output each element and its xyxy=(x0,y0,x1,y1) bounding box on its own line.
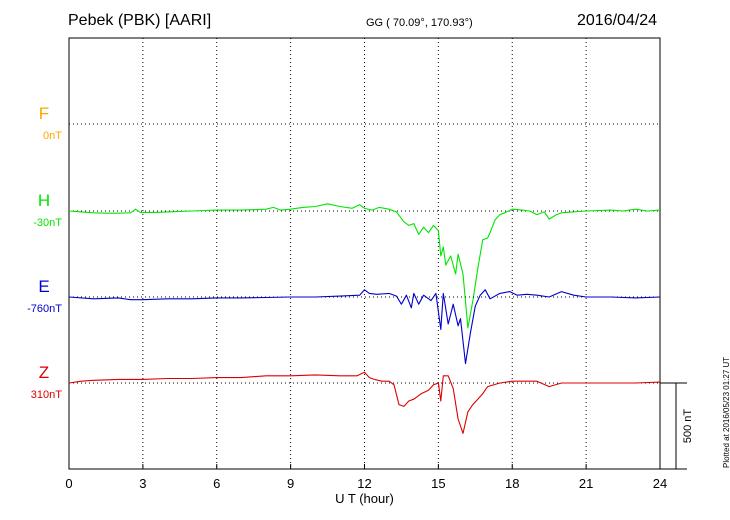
x-tick-label: 3 xyxy=(139,476,146,491)
trace-z xyxy=(68,371,661,434)
x-tick-label: 0 xyxy=(65,476,72,491)
baseline-value-e: -760nT xyxy=(27,303,62,315)
x-tick-label: 12 xyxy=(357,476,371,491)
x-tick-label: 24 xyxy=(653,476,667,491)
trace-h xyxy=(68,203,661,329)
channel-label-e: E xyxy=(38,277,49,296)
scale-bar-label: 500 nT xyxy=(682,409,694,444)
station-title: Pebek (PBK) [AARI] xyxy=(68,12,212,29)
plotted-timestamp: Plotted at 2016/05/23 01:27 UT xyxy=(722,356,730,468)
channel-label-f: F xyxy=(39,104,49,123)
baseline-value-h: -30nT xyxy=(33,217,62,229)
x-tick-label: 6 xyxy=(213,476,220,491)
x-tick-label: 9 xyxy=(287,476,294,491)
baseline-value-z: 310nT xyxy=(31,389,62,401)
trace-e xyxy=(68,289,661,365)
x-tick-label: 21 xyxy=(579,476,593,491)
x-tick-label: 18 xyxy=(505,476,519,491)
channel-label-h: H xyxy=(38,191,50,210)
baseline-value-f: 0nT xyxy=(43,130,62,142)
date-label: 2016/04/24 xyxy=(577,12,658,29)
x-tick-label: 15 xyxy=(431,476,445,491)
channel-label-z: Z xyxy=(39,363,49,382)
geographic-coordinates: GG ( 70.09°, 170.93°) xyxy=(366,17,473,29)
x-axis-label: U T (hour) xyxy=(335,491,394,506)
